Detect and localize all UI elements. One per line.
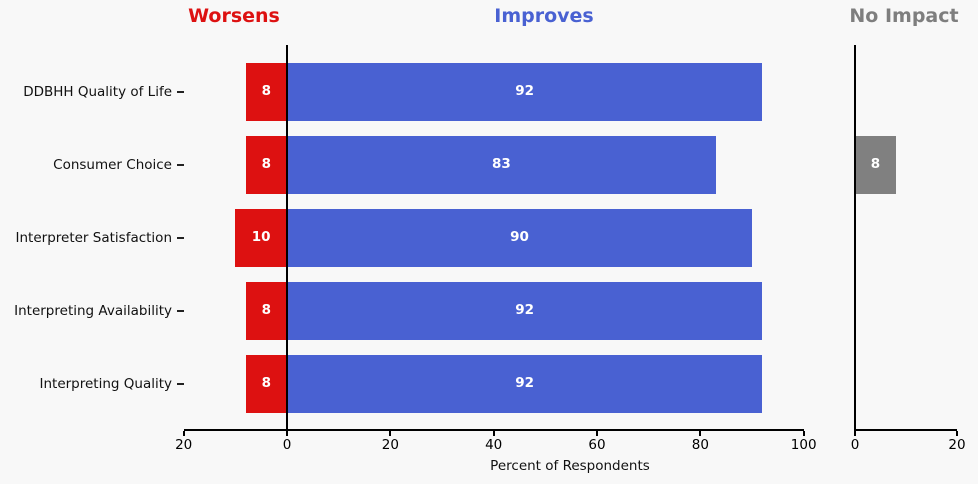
- category-label: Interpreter Satisfaction: [15, 230, 172, 246]
- bar-value-label: 92: [515, 83, 535, 100]
- x-tick-mark: [956, 431, 958, 436]
- x-tick-mark: [286, 431, 288, 436]
- bar-value-label: 10: [251, 229, 271, 246]
- x-tick-mark: [854, 431, 856, 436]
- bar-value-label: 90: [510, 229, 529, 246]
- x-tick-label: 20: [175, 437, 193, 453]
- x-tick-mark: [802, 431, 805, 436]
- bar-value-label: 92: [515, 302, 535, 319]
- bar-improves: 92: [287, 63, 763, 121]
- bar-worsens: 8: [245, 282, 287, 340]
- y-tick-mark: [177, 91, 184, 93]
- bar-value-label: 83: [492, 156, 511, 173]
- x-tick-mark: [492, 431, 495, 436]
- x-tick-label: 40: [485, 437, 503, 453]
- bar-no-impact: 8: [855, 136, 896, 194]
- bar-improves: 92: [287, 355, 763, 413]
- x-tick-mark: [699, 431, 702, 436]
- bar-improves: 90: [287, 209, 752, 267]
- x-tick-label: 80: [691, 437, 709, 453]
- x-tick-label: 0: [850, 437, 860, 453]
- x-tick-label: 100: [790, 437, 817, 453]
- panel-title-improves: Improves: [494, 5, 594, 27]
- panel-title-no-impact: No Impact: [849, 5, 959, 27]
- category-label: DDBHH Quality of Life: [23, 84, 172, 100]
- category-label: Consumer Choice: [53, 157, 172, 173]
- x-tick-label: 0: [282, 437, 292, 453]
- y-tick-mark: [177, 237, 184, 239]
- bar-value-label: 8: [261, 83, 272, 100]
- y-tick-mark: [177, 164, 184, 166]
- panel-title-worsens: Worsens: [188, 5, 280, 27]
- bar-value-label: 8: [261, 375, 272, 392]
- bar-worsens: 8: [245, 136, 287, 194]
- x-tick-label: 60: [588, 437, 606, 453]
- x-axis-label: Percent of Respondents: [490, 458, 650, 474]
- no-impact-zero-line: [854, 45, 856, 431]
- bar-worsens: 8: [245, 63, 287, 121]
- bar-improves: 83: [287, 136, 716, 194]
- bar-value-label: 8: [261, 156, 272, 173]
- category-label: Interpreting Quality: [39, 376, 172, 392]
- bar-improves: 92: [287, 282, 763, 340]
- bar-worsens: 8: [245, 355, 287, 413]
- x-tick-label: 20: [381, 437, 399, 453]
- main-zero-line: [286, 45, 288, 431]
- x-tick-mark: [182, 431, 185, 436]
- bar-value-label: 8: [870, 156, 881, 173]
- y-tick-mark: [177, 383, 184, 385]
- bar-value-label: 8: [261, 302, 272, 319]
- y-tick-mark: [177, 310, 184, 312]
- bar-worsens: 10: [235, 209, 287, 267]
- x-tick-mark: [596, 431, 598, 436]
- x-tick-mark: [389, 431, 392, 436]
- no-impact-x-axis-line: [855, 429, 957, 431]
- category-label: Interpreting Availability: [14, 303, 172, 319]
- main-x-axis-line: [183, 429, 804, 431]
- x-tick-label: 20: [948, 437, 966, 453]
- bar-value-label: 92: [515, 375, 535, 392]
